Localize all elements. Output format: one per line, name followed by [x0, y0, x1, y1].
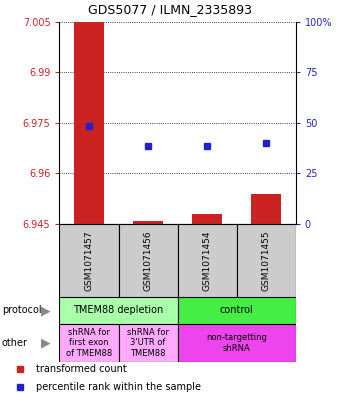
Bar — [177, 324, 296, 362]
Bar — [192, 214, 222, 224]
Bar — [119, 324, 177, 362]
Bar — [59, 297, 177, 324]
Text: other: other — [2, 338, 28, 348]
Text: control: control — [220, 305, 254, 316]
Bar — [59, 324, 119, 362]
Text: percentile rank within the sample: percentile rank within the sample — [36, 382, 201, 392]
Text: TMEM88 depletion: TMEM88 depletion — [73, 305, 164, 316]
Text: transformed count: transformed count — [36, 364, 127, 375]
Bar — [133, 220, 163, 224]
Bar — [177, 297, 296, 324]
Text: ▶: ▶ — [41, 336, 51, 349]
Bar — [59, 224, 119, 297]
Text: GSM1071456: GSM1071456 — [143, 230, 153, 291]
Text: shRNA for
first exon
of TMEM88: shRNA for first exon of TMEM88 — [66, 328, 112, 358]
Bar — [177, 224, 237, 297]
Text: protocol: protocol — [2, 305, 41, 316]
Text: shRNA for
3'UTR of
TMEM88: shRNA for 3'UTR of TMEM88 — [127, 328, 169, 358]
Bar — [252, 194, 281, 224]
Text: GDS5077 / ILMN_2335893: GDS5077 / ILMN_2335893 — [88, 3, 252, 16]
Text: GSM1071455: GSM1071455 — [262, 230, 271, 291]
Text: ▶: ▶ — [41, 304, 51, 317]
Text: non-targetting
shRNA: non-targetting shRNA — [206, 333, 267, 353]
Text: GSM1071457: GSM1071457 — [85, 230, 94, 291]
Bar — [74, 22, 104, 224]
Bar — [237, 224, 296, 297]
Bar — [119, 224, 177, 297]
Text: GSM1071454: GSM1071454 — [203, 230, 212, 290]
